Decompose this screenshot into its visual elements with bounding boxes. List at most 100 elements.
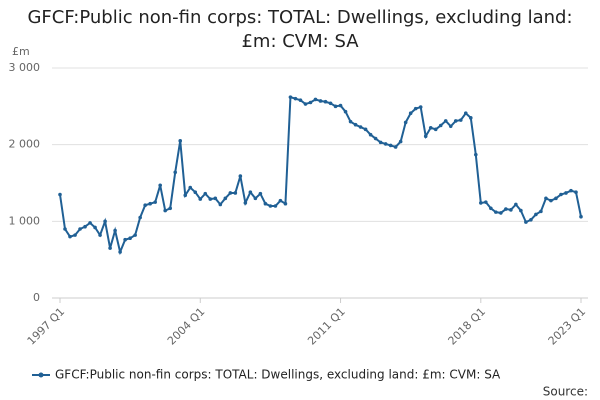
point (313, 97, 318, 102)
point (303, 102, 308, 106)
point (83, 224, 87, 229)
point (403, 120, 408, 125)
point (168, 206, 173, 211)
point (198, 197, 203, 201)
point (473, 152, 478, 157)
point (458, 118, 463, 122)
point (78, 227, 82, 231)
point (574, 190, 578, 194)
point (218, 202, 223, 207)
point (238, 174, 243, 178)
point (163, 208, 168, 213)
point (489, 206, 493, 211)
legend-marker (38, 372, 44, 378)
point (463, 111, 468, 116)
point (418, 105, 423, 109)
point (233, 191, 238, 195)
point (133, 233, 137, 237)
point (453, 119, 458, 123)
point (539, 209, 543, 214)
point (193, 190, 198, 194)
point (153, 200, 157, 204)
point (544, 196, 548, 201)
point (338, 103, 343, 108)
point (248, 190, 253, 194)
point (484, 200, 488, 204)
point (519, 208, 523, 213)
point (398, 139, 403, 144)
point (373, 136, 378, 141)
point (504, 207, 508, 211)
legend-label: GFCF:Public non-fin corps: TOTAL: Dwelli… (55, 368, 501, 382)
point (388, 143, 393, 148)
point (253, 196, 258, 201)
point (73, 233, 77, 237)
point (368, 132, 373, 137)
point (243, 201, 248, 205)
point (148, 201, 152, 206)
point (63, 227, 67, 231)
point (554, 196, 558, 201)
point (223, 196, 228, 201)
point (514, 202, 518, 207)
point (408, 111, 413, 116)
x-tick-label: 2018 Q1 (446, 305, 489, 348)
point (108, 246, 112, 250)
point (278, 198, 283, 203)
x-tick-label: 2023 Q1 (546, 305, 589, 348)
y-tick-label: 2 000 (9, 138, 41, 151)
point (438, 123, 443, 128)
point (113, 228, 117, 233)
point (423, 134, 428, 139)
point (443, 119, 448, 123)
point (158, 183, 162, 188)
point (173, 170, 178, 175)
point (378, 140, 383, 145)
point (93, 225, 97, 230)
x-tick-label: 1997 Q1 (25, 305, 68, 348)
chart-title: GFCF:Public non-fin corps: TOTAL: Dwelli… (27, 7, 573, 52)
point (283, 201, 288, 206)
point (363, 127, 368, 132)
point (188, 185, 193, 190)
point (358, 125, 363, 129)
point (559, 192, 563, 197)
x-tick-label: 2004 Q1 (165, 305, 208, 348)
point (228, 191, 233, 195)
point (428, 126, 433, 130)
point (208, 197, 213, 201)
point (128, 236, 132, 240)
point (308, 100, 313, 105)
point (98, 233, 102, 237)
point (413, 106, 418, 111)
point (138, 215, 142, 220)
point (383, 142, 388, 146)
point (213, 196, 218, 201)
point (549, 198, 553, 203)
point (448, 124, 453, 129)
point (479, 201, 483, 205)
point (318, 99, 323, 103)
point (118, 250, 122, 254)
point (569, 188, 573, 193)
point (348, 119, 353, 124)
y-tick-label: 1 000 (9, 214, 41, 227)
point (393, 145, 398, 149)
point (183, 193, 188, 198)
point (293, 96, 298, 101)
point (353, 122, 358, 127)
point (494, 210, 498, 214)
point (333, 104, 338, 109)
y-tick-label: 0 (33, 291, 40, 304)
point (499, 211, 503, 215)
point (178, 139, 183, 143)
point (268, 204, 273, 208)
point (273, 204, 278, 208)
point (524, 220, 528, 224)
point (534, 212, 538, 217)
point (263, 201, 268, 206)
point (88, 221, 92, 225)
point (433, 127, 438, 132)
point (68, 234, 72, 239)
